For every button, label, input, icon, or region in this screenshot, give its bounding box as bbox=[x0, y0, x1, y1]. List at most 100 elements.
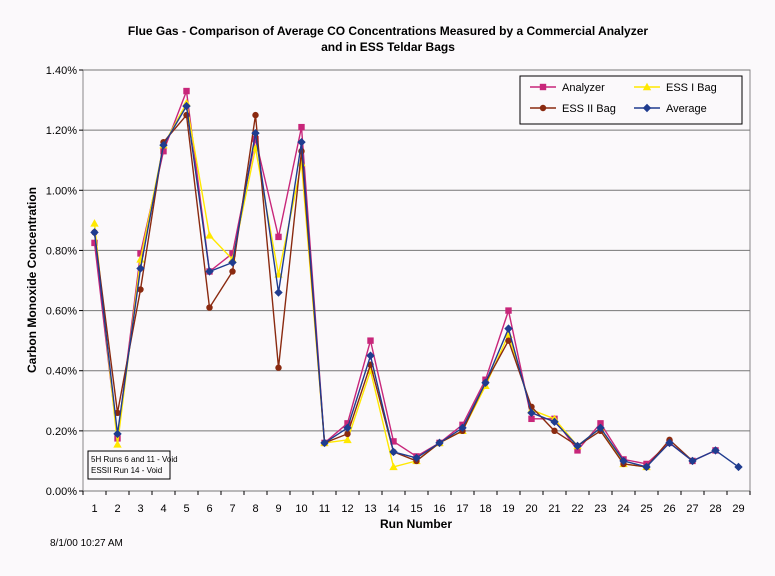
y-tick-label: 0.80% bbox=[46, 245, 77, 257]
data-point-ess-i-bag bbox=[205, 231, 214, 239]
data-point-average bbox=[688, 456, 697, 466]
x-tick-label: 14 bbox=[387, 503, 399, 515]
legend-label: ESS II Bag bbox=[562, 103, 616, 115]
void-note: 5H Runs 6 and 11 - Void ESSII Run 14 - V… bbox=[87, 450, 178, 480]
data-point-average bbox=[527, 408, 536, 418]
legend-item-ess-i-bag: ESS I Bag bbox=[634, 82, 717, 94]
data-point-average bbox=[573, 441, 582, 451]
y-tick-label: 0.40% bbox=[46, 366, 77, 378]
data-point-analyzer bbox=[528, 415, 535, 423]
x-tick-label: 12 bbox=[341, 503, 353, 515]
x-tick-label: 20 bbox=[525, 503, 537, 515]
data-point-average bbox=[481, 378, 490, 387]
data-point-average bbox=[159, 140, 168, 150]
data-point-ess-ii-bag bbox=[505, 337, 512, 344]
data-point-analyzer bbox=[574, 447, 581, 454]
x-tick-label: 28 bbox=[709, 503, 721, 515]
void-note-box bbox=[87, 450, 171, 480]
data-point-ess-ii-bag bbox=[252, 111, 259, 119]
plot-area bbox=[82, 69, 751, 492]
x-tick-label: 25 bbox=[640, 503, 652, 515]
data-point-analyzer bbox=[505, 307, 512, 314]
data-point-analyzer bbox=[137, 250, 144, 257]
data-point-average bbox=[619, 456, 628, 466]
y-tick-label: 0.60% bbox=[46, 306, 77, 318]
y-tick-label: 1.20% bbox=[46, 125, 77, 137]
data-point-average bbox=[435, 438, 444, 448]
data-point-average bbox=[297, 137, 306, 147]
data-point-average bbox=[642, 462, 651, 472]
x-tick-label: 1 bbox=[91, 503, 97, 515]
data-point-analyzer bbox=[275, 233, 282, 241]
legend-marker bbox=[539, 104, 547, 112]
data-point-analyzer bbox=[597, 420, 604, 427]
legend-item-ess-ii-bag: ESS II Bag bbox=[530, 103, 616, 115]
x-tick-label: 18 bbox=[479, 503, 491, 515]
legend-label: ESS I Bag bbox=[666, 82, 717, 94]
x-tick-label: 11 bbox=[319, 503, 330, 515]
x-tick-label: 19 bbox=[502, 503, 514, 515]
timestamp: 8/1/00 10:27 AM bbox=[50, 538, 123, 549]
x-tick-label: 3 bbox=[137, 503, 143, 515]
x-tick-label: 21 bbox=[548, 503, 560, 515]
x-tick-label: 29 bbox=[732, 503, 744, 515]
legend-marker bbox=[642, 82, 652, 91]
legend-label: Average bbox=[666, 103, 707, 115]
x-tick-label: 10 bbox=[295, 503, 307, 515]
x-tick-label: 7 bbox=[229, 503, 235, 515]
x-axis-ticks: 1 2 3 4 5 6 7 8 9 10 11 12 13 14 15 16 17 18 19 20 21 22 23 24 2… bbox=[82, 491, 751, 515]
data-point-ess-ii-bag bbox=[137, 286, 144, 293]
data-point-average bbox=[182, 101, 191, 111]
legend-label: Analyzer bbox=[562, 82, 605, 94]
data-point-average bbox=[389, 447, 398, 457]
x-tick-label: 27 bbox=[686, 503, 698, 515]
x-tick-label: 2 bbox=[114, 503, 120, 515]
void-note-line-1: 5H Runs 6 and 11 - Void bbox=[91, 455, 178, 464]
data-point-average bbox=[274, 288, 283, 297]
data-point-average bbox=[320, 438, 329, 448]
chart-title-line-1: Flue Gas - Comparison of Average CO Conc… bbox=[128, 24, 648, 38]
data-point-analyzer bbox=[183, 87, 190, 95]
data-point-ess-ii-bag bbox=[229, 268, 236, 275]
data-point-analyzer bbox=[91, 239, 98, 247]
data-point-ess-ii-bag bbox=[551, 427, 558, 435]
data-point-average bbox=[228, 258, 237, 267]
data-point-average bbox=[90, 228, 99, 237]
void-note-line-2: ESSII Run 14 - Void bbox=[91, 466, 162, 475]
y-axis-ticks: 0.00% 0.20% 0.40% 0.60% 0.80% 1.00% 1.20% 1.40% bbox=[46, 65, 83, 498]
data-point-average bbox=[596, 423, 605, 433]
legend-items: Analyzer ESS I Bag ESS II Bag Average bbox=[530, 82, 717, 115]
data-point-ess-i-bag bbox=[113, 440, 122, 448]
y-tick-label: 1.40% bbox=[46, 65, 77, 77]
legend-marker bbox=[642, 103, 652, 113]
x-tick-label: 26 bbox=[663, 503, 675, 515]
y-tick-label: 0.20% bbox=[46, 426, 77, 438]
data-point-average bbox=[665, 438, 674, 448]
series-group bbox=[90, 87, 743, 472]
data-point-ess-i-bag bbox=[90, 219, 99, 227]
data-point-analyzer bbox=[390, 438, 397, 445]
data-point-average bbox=[550, 417, 559, 427]
series-average bbox=[90, 101, 743, 472]
data-point-analyzer bbox=[229, 250, 236, 257]
data-point-average bbox=[711, 446, 720, 455]
data-point-average bbox=[205, 267, 214, 276]
grid bbox=[83, 69, 750, 492]
x-tick-label: 15 bbox=[410, 503, 422, 515]
data-point-ess-i-bag bbox=[343, 435, 352, 444]
x-tick-label: 16 bbox=[433, 503, 445, 515]
x-tick-label: 22 bbox=[571, 503, 583, 515]
data-point-average bbox=[458, 423, 467, 433]
data-point-average bbox=[412, 453, 421, 463]
data-point-average bbox=[504, 324, 513, 333]
x-tick-label: 4 bbox=[160, 503, 166, 515]
data-point-analyzer bbox=[160, 147, 167, 155]
x-tick-label: 9 bbox=[275, 503, 281, 515]
x-tick-label: 13 bbox=[364, 503, 376, 515]
data-point-ess-i-bag bbox=[389, 462, 398, 471]
data-point-average bbox=[366, 351, 375, 360]
chart-title-line-2: and in ESS Teldar Bags bbox=[321, 40, 455, 54]
x-tick-label: 17 bbox=[456, 503, 468, 515]
legend-item-analyzer: Analyzer bbox=[530, 82, 605, 94]
y-axis-title: Carbon Monoxide Concentration bbox=[25, 187, 39, 373]
